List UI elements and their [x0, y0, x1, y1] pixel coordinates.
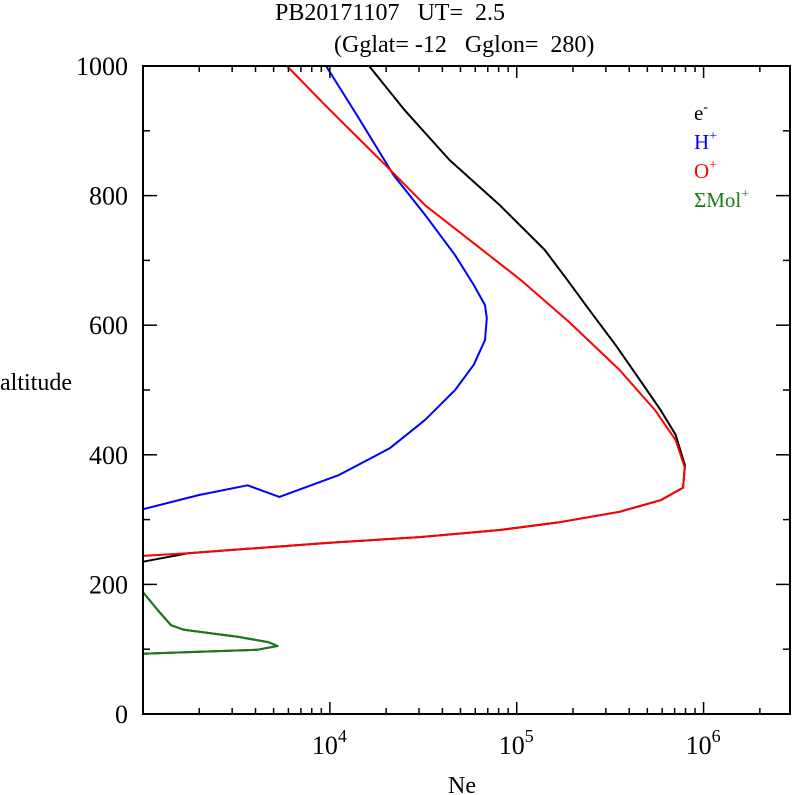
- series-line-H-0: [142, 65, 488, 511]
- x-tick-label: 104: [312, 726, 347, 760]
- series-line-Mol-0: [142, 591, 279, 655]
- legend: e- H+ O+ ΣMol+: [694, 100, 749, 212]
- y-tick-label: 800: [89, 182, 128, 211]
- y-tick-label: 200: [89, 570, 128, 599]
- series-group: [142, 65, 686, 655]
- y-tick-label: 400: [89, 441, 128, 470]
- ticks-group: [143, 65, 790, 715]
- series-line-mol-overlay: [142, 591, 280, 655]
- chart-title-line1: PB20171107 UT= 2.5: [275, 0, 505, 26]
- legend-item-e: e-: [694, 100, 708, 125]
- y-axis-label: altitude: [0, 370, 72, 396]
- series-line-e-1: [142, 591, 279, 655]
- x-axis-label: Ne: [448, 773, 476, 795]
- x-tick-labels: 104 105 106: [312, 726, 721, 760]
- legend-item-H: H+: [694, 129, 717, 154]
- y-tick-label: 0: [115, 700, 128, 729]
- x-tick-label: 106: [686, 726, 721, 760]
- chart-title-line2: (Gglat= -12 Gglon= 280): [334, 32, 594, 58]
- plot-frame: [142, 65, 791, 715]
- legend-item-O: O+: [694, 158, 717, 183]
- y-tick-label: 600: [89, 311, 128, 340]
- x-tick-label: 105: [499, 726, 534, 760]
- y-tick-labels: 0 200 400 600 800 1000: [76, 52, 128, 729]
- y-tick-label: 1000: [76, 52, 128, 81]
- series-line-O-0: [142, 65, 686, 557]
- legend-item-Mol: ΣMol+: [694, 187, 749, 212]
- series-line-e-0: [142, 65, 686, 563]
